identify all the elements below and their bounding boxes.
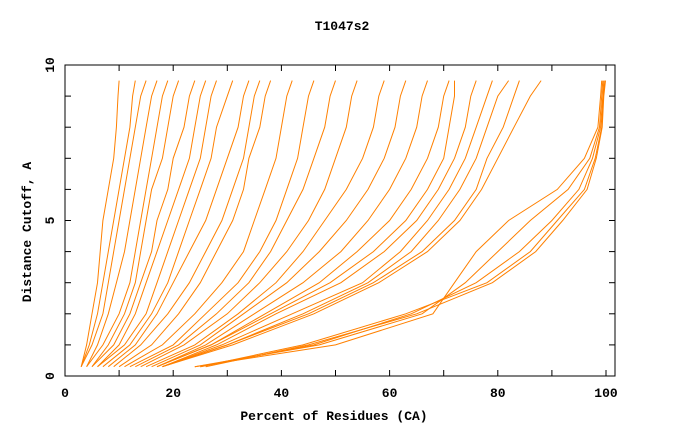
y-tick-label: 5 — [43, 216, 58, 224]
series-line-3 — [80, 80, 147, 367]
series-line-26 — [162, 80, 520, 368]
x-tick-label: 60 — [382, 386, 398, 401]
series-line-28 — [194, 80, 603, 368]
series-line-30 — [200, 80, 605, 368]
series-line-15 — [129, 80, 315, 368]
series-line-6 — [91, 80, 180, 367]
series-line-18 — [145, 80, 385, 368]
series-line-7 — [91, 80, 196, 368]
y-axis-label: Distance Cutoff, A — [20, 162, 35, 303]
series-line-23 — [162, 80, 477, 368]
series-line-20 — [156, 80, 428, 368]
series-line-24 — [162, 80, 493, 368]
x-axis-label: Percent of Residues (CA) — [240, 409, 427, 424]
chart-title: T1047s2 — [315, 19, 370, 34]
y-tick-label: 10 — [43, 57, 58, 73]
series-line-8 — [97, 80, 207, 368]
x-tick-label: 40 — [274, 386, 290, 401]
series-line-1 — [80, 80, 120, 367]
x-tick-label: 100 — [594, 386, 618, 401]
x-tick-label: 20 — [165, 386, 181, 401]
y-tick-label: 0 — [43, 372, 58, 380]
series-line-27 — [162, 80, 542, 368]
series-line-32 — [205, 80, 606, 368]
series-line-17 — [140, 80, 358, 368]
series-line-21 — [156, 80, 450, 368]
series-line-5 — [86, 80, 169, 367]
x-tick-label: 80 — [490, 386, 506, 401]
series-line-12 — [113, 80, 261, 368]
series-line-10 — [102, 80, 234, 368]
y-tick-labels: 0 5 10 — [43, 57, 58, 380]
series-lines — [80, 80, 606, 368]
axis-ticks — [64, 64, 615, 377]
series-line-14 — [124, 80, 293, 368]
plot-frame — [64, 64, 616, 377]
series-line-4 — [86, 80, 158, 367]
series-line-16 — [135, 80, 336, 368]
series-line-19 — [151, 80, 407, 368]
x-tick-labels: 0 20 40 60 80 100 — [61, 386, 618, 401]
series-line-2 — [80, 80, 136, 367]
series-line-9 — [97, 80, 217, 368]
x-tick-label: 0 — [61, 386, 69, 401]
series-line-22 — [156, 80, 455, 368]
series-line-11 — [107, 80, 250, 368]
series-line-13 — [118, 80, 272, 368]
series-line-29 — [194, 80, 604, 368]
series-line-25 — [162, 80, 510, 368]
